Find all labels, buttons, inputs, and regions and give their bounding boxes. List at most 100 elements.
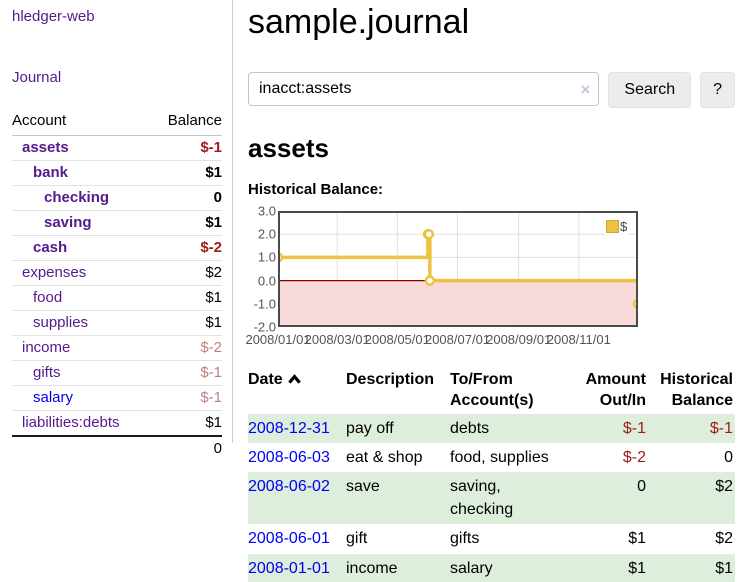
table-row: salary $-1 <box>12 385 222 411</box>
main-content: sample.journal × Search ? assets Histori… <box>245 0 735 582</box>
sidebar-item-saving[interactable]: saving <box>44 214 92 231</box>
help-button[interactable]: ? <box>700 72 735 109</box>
transaction-accounts: salary <box>450 553 566 582</box>
transaction-amount: $-1 <box>566 413 646 443</box>
account-balance-table: Account Balance assets $-1 bank $1 checkin… <box>12 108 222 461</box>
sidebar-item-supplies[interactable]: supplies <box>33 314 89 331</box>
table-row: food $1 <box>12 285 222 311</box>
x-tick-label: 2008/07/01 <box>424 332 491 348</box>
transaction-accounts: debts <box>450 413 566 443</box>
total-row: 0 <box>12 435 222 461</box>
sidebar-item-bank[interactable]: bank <box>33 164 69 181</box>
account-balance: $2 <box>151 260 222 286</box>
sidebar-item-assets[interactable]: assets <box>22 139 69 156</box>
table-row: 2008-01-01 income salary $1 $1 <box>248 553 735 582</box>
historical-balance-label: Historical Balance: <box>248 181 384 199</box>
app-title-link[interactable]: hledger-web <box>12 8 95 25</box>
account-column-header: Account <box>12 108 152 136</box>
transaction-date-link[interactable]: 2008-06-03 <box>248 448 330 466</box>
table-row: bank $1 <box>12 160 222 186</box>
transaction-date-link[interactable]: 2008-12-31 <box>248 419 330 437</box>
transaction-date-link[interactable]: 2008-06-01 <box>248 530 330 548</box>
transaction-description: save <box>346 472 450 525</box>
y-tick-label: 3.0 <box>257 203 276 219</box>
transaction-date-link[interactable]: 2008-01-01 <box>248 559 330 577</box>
register-header-accounts: To/From Account(s) <box>450 371 534 409</box>
account-balance: $1 <box>151 160 222 186</box>
table-row: gifts $-1 <box>12 360 222 386</box>
sidebar-item-journal[interactable]: Journal <box>12 69 62 86</box>
sidebar-item-liabilities-debts[interactable]: liabilities:debts <box>22 414 120 431</box>
table-row: expenses $2 <box>12 260 222 286</box>
table-row: checking 0 <box>12 185 222 211</box>
x-tick-label: 2008/03/01 <box>304 332 370 348</box>
total-balance: 0 <box>151 435 222 461</box>
register-header-balance: Historical Balance <box>660 371 733 409</box>
transaction-description: income <box>346 553 450 582</box>
transaction-amount: 0 <box>566 472 646 525</box>
transaction-description: eat & shop <box>346 448 423 466</box>
y-tick-label: -1.0 <box>253 296 276 312</box>
transaction-balance: $1 <box>646 553 735 582</box>
transaction-amount: $1 <box>628 530 646 548</box>
search-bar: × Search ? <box>248 72 735 109</box>
account-balance: $-2 <box>151 335 222 361</box>
y-tick-label: 1.0 <box>257 249 276 265</box>
balance-column-header: Balance <box>151 108 222 136</box>
table-row: liabilities:debts $1 <box>12 410 222 437</box>
sidebar-item-salary[interactable]: salary <box>33 389 74 406</box>
x-tick-label: 2008/05/01 <box>364 332 430 348</box>
y-tick-label: 0.0 <box>257 273 276 289</box>
register-header-date[interactable]: Date <box>248 368 346 414</box>
account-balance: $1 <box>151 210 222 236</box>
table-row: saving $1 <box>12 210 222 236</box>
sort-ascending-icon <box>287 374 301 384</box>
y-tick-label: -2.0 <box>253 319 276 335</box>
account-heading: assets <box>248 133 329 164</box>
sidebar-item-food[interactable]: food <box>33 289 63 306</box>
legend-label: $ <box>620 219 628 235</box>
historical-balance-chart: 3.0 2.0 1.0 0.0 -1.0 -2.0 2008/01/01 2008/03/0… <box>245 204 668 350</box>
transaction-accounts: saving, checking <box>450 472 566 525</box>
transaction-amount: $1 <box>566 553 646 582</box>
transaction-balance: 0 <box>724 448 733 466</box>
transaction-description: pay off <box>346 413 450 443</box>
account-balance: $1 <box>151 285 222 311</box>
table-row: income $-2 <box>12 335 222 361</box>
transaction-balance: $-1 <box>646 413 735 443</box>
table-row: 2008-12-31 pay off debts $-1 $-1 <box>248 413 735 443</box>
account-balance: $1 <box>151 410 222 437</box>
sidebar-item-expenses[interactable]: expenses <box>22 264 87 281</box>
transaction-description: gift <box>346 530 368 548</box>
y-tick-label: 2.0 <box>257 226 276 242</box>
account-balance: $1 <box>151 310 222 336</box>
search-button[interactable]: Search <box>608 72 692 109</box>
register-header-description: Description <box>346 371 435 389</box>
x-tick-label: 2008/11/01 <box>546 332 611 348</box>
transaction-accounts: gifts <box>450 530 480 548</box>
transaction-balance: $2 <box>646 472 735 525</box>
account-balance: $-1 <box>151 385 222 411</box>
register-header-amount: Amount Out/In <box>585 371 646 409</box>
x-tick-label: 2008/01/01 <box>245 332 311 348</box>
sidebar-item-cash[interactable]: cash <box>33 239 68 256</box>
sidebar-item-gifts[interactable]: gifts <box>33 364 61 381</box>
transaction-date-link[interactable]: 2008-06-02 <box>248 478 330 496</box>
clear-search-icon[interactable]: × <box>580 80 591 100</box>
table-row: 2008-06-02 save saving, checking 0 $2 <box>248 472 735 525</box>
sidebar-item-checking[interactable]: checking <box>44 189 110 206</box>
account-balance: $-2 <box>151 235 222 261</box>
x-tick-label: 2008/09/01 <box>486 332 552 348</box>
transaction-accounts: food, supplies <box>450 448 549 466</box>
table-row: 2008-06-03 eat & shop food, supplies $-2… <box>248 443 735 472</box>
chart-legend: $ <box>605 218 629 236</box>
page-title: sample.journal <box>248 3 470 41</box>
transaction-balance: $2 <box>715 530 733 548</box>
table-row: supplies $1 <box>12 310 222 336</box>
register-table: Date Description To/From Account(s) Amou… <box>248 368 735 582</box>
account-balance: $-1 <box>151 135 222 161</box>
account-balance: 0 <box>151 185 222 211</box>
sidebar-item-income[interactable]: income <box>22 339 71 356</box>
search-input[interactable] <box>248 72 600 107</box>
